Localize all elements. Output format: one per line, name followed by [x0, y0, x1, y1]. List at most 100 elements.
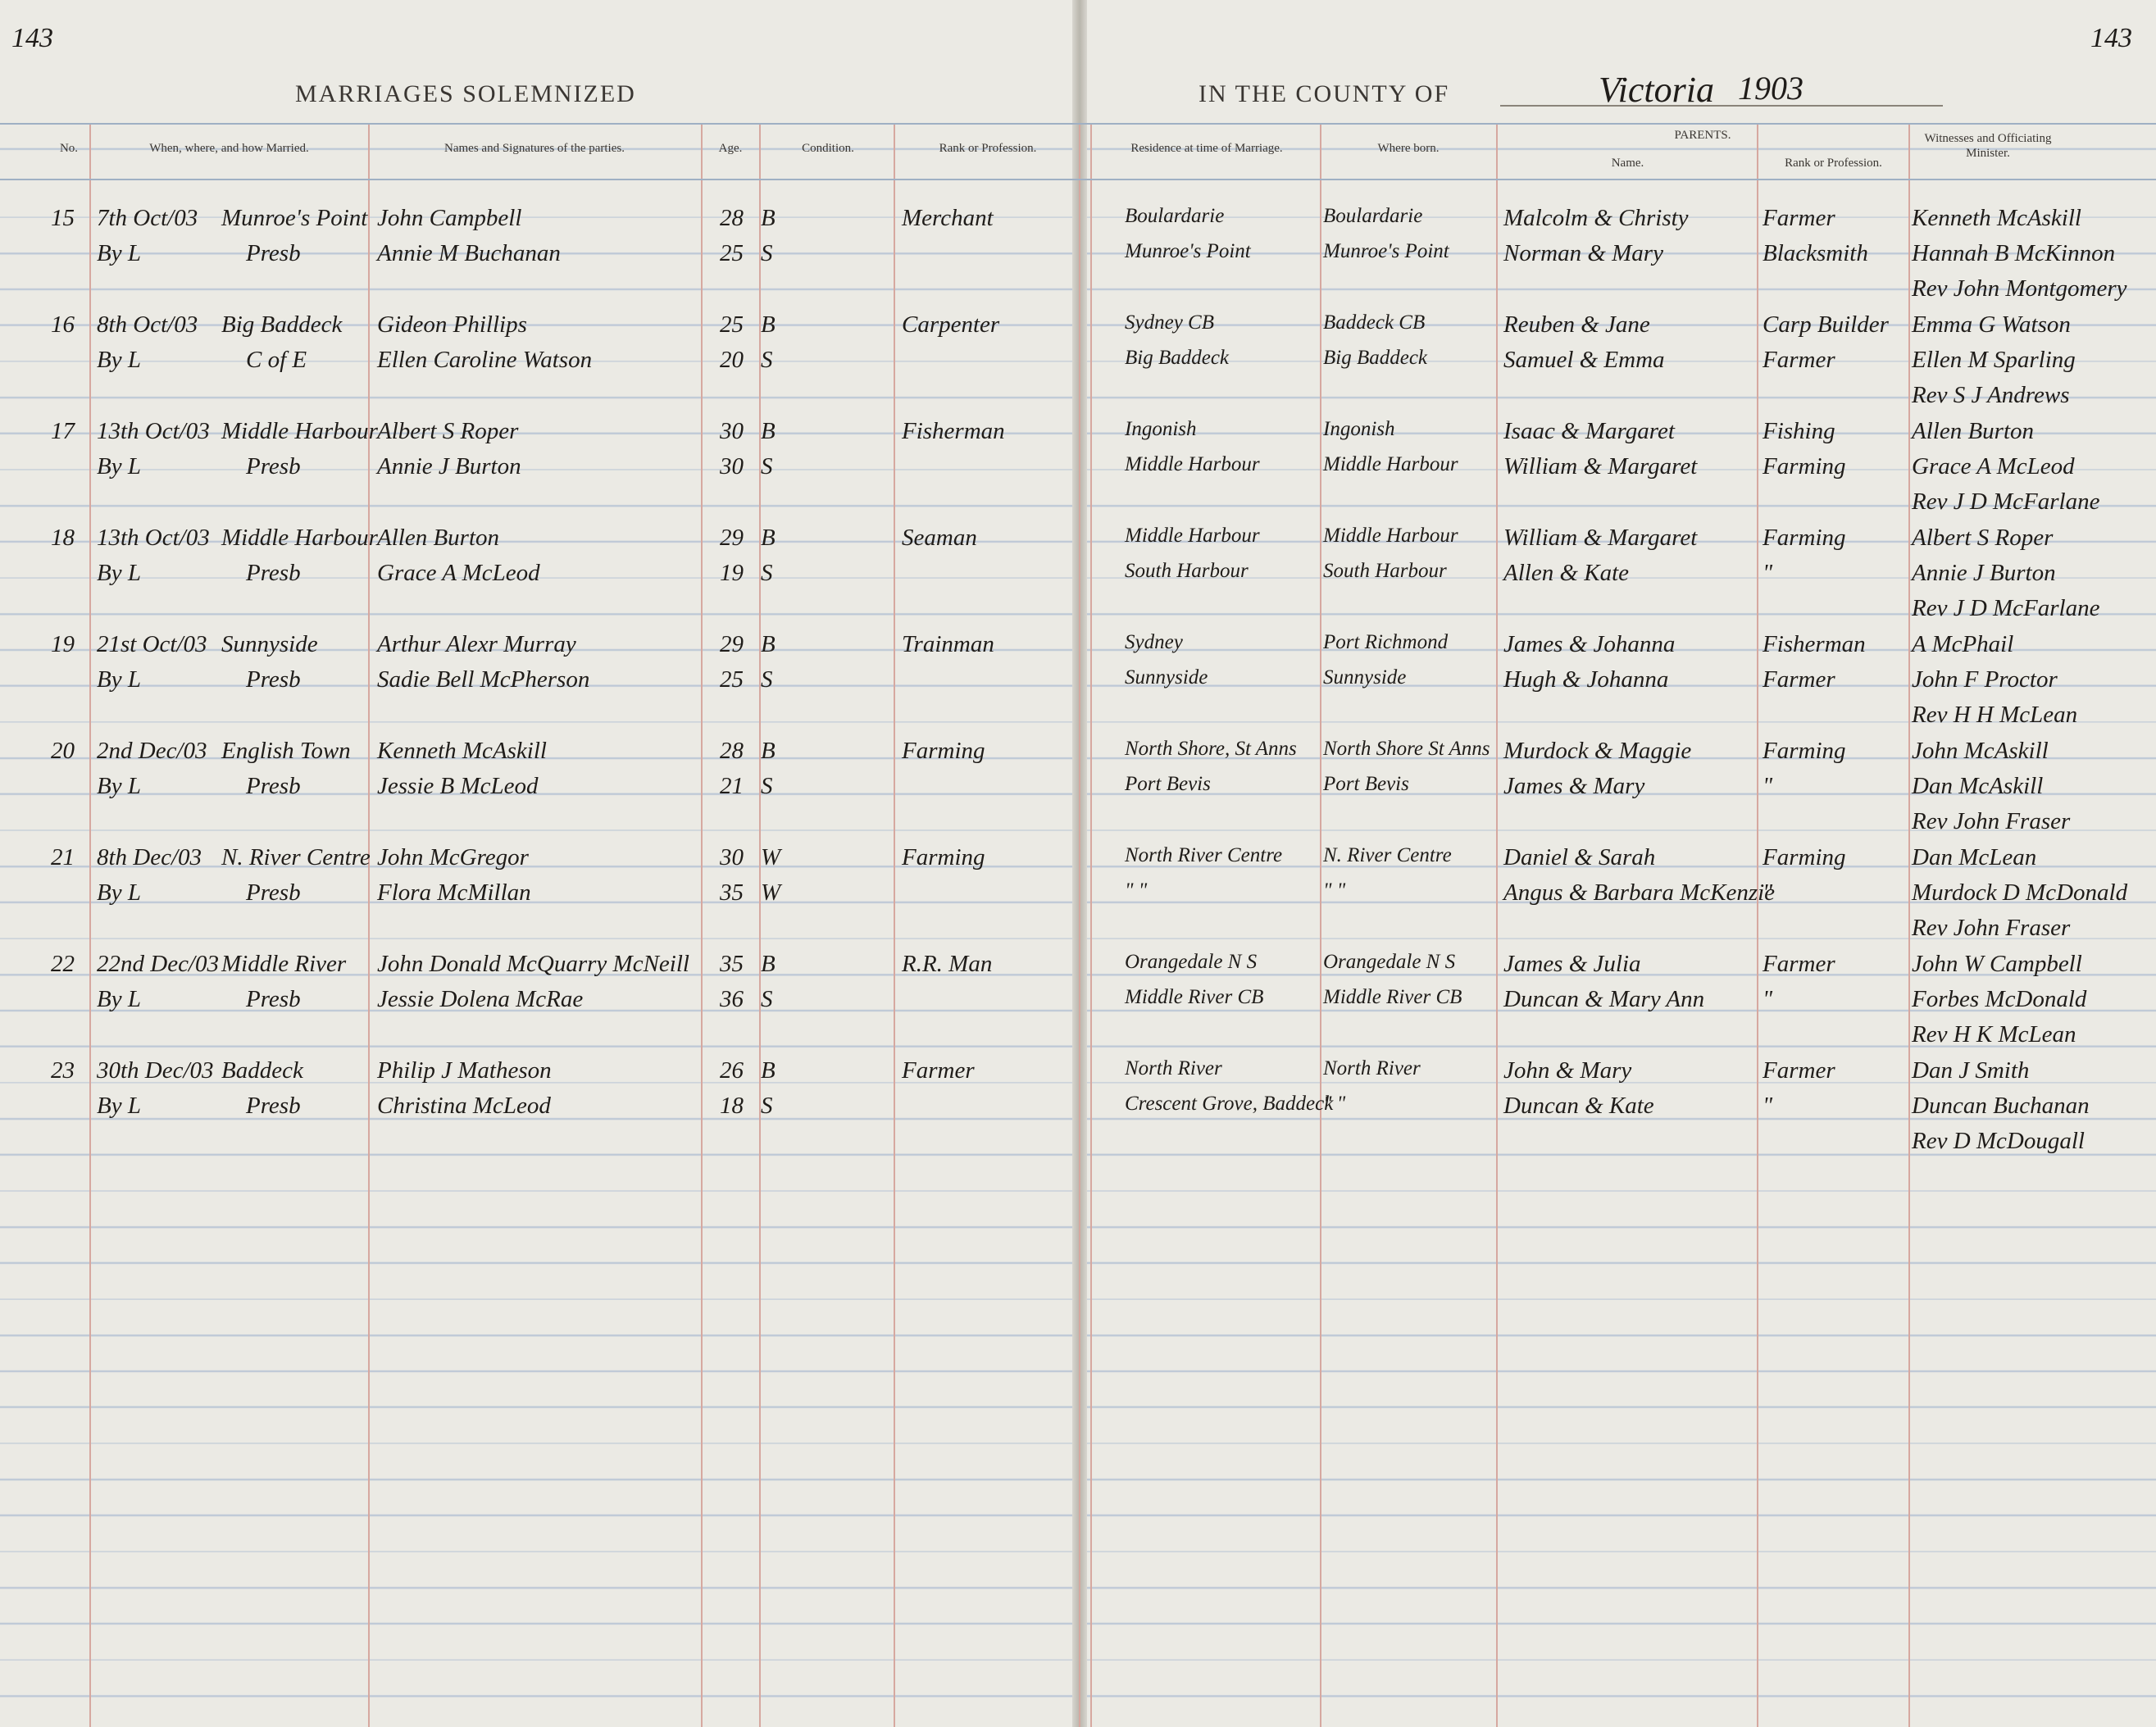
officiating-minister: Rev J D McFarlane — [1912, 595, 2100, 621]
entry-number: 20 — [51, 738, 75, 764]
groom-name: John Campbell — [377, 205, 522, 231]
county-name: Victoria — [1599, 70, 1714, 110]
register-title: MARRIAGES SOLEMNIZED — [295, 80, 636, 107]
marriage-place: Munroe's Point — [221, 205, 368, 231]
groom-parents-rank: Fishing — [1763, 418, 1835, 444]
groom-residence: Ingonish — [1125, 418, 1197, 440]
marriage-license: By L — [97, 240, 141, 266]
bride-residence: Big Baddeck — [1125, 347, 1230, 369]
bride-residence: Crescent Grove, Baddeck — [1125, 1093, 1334, 1115]
marriage-date: 21st Oct/03 — [97, 631, 207, 657]
bride-born: Middle Harbour — [1323, 453, 1458, 475]
column-header: Where born. — [1377, 142, 1440, 155]
groom-witness: Dan J Smith — [1912, 1057, 2030, 1084]
marriage-place: English Town — [221, 738, 351, 764]
groom-name: Philip J Matheson — [377, 1057, 552, 1084]
bride-residence: Sunnyside — [1125, 666, 1208, 689]
bride-name: Ellen Caroline Watson — [377, 347, 593, 373]
bride-residence: Munroe's Point — [1125, 240, 1251, 262]
groom-born: Boulardarie — [1323, 205, 1423, 227]
bride-name: Annie J Burton — [377, 453, 521, 479]
groom-name: Gideon Phillips — [377, 311, 527, 338]
marriage-license: By L — [97, 879, 141, 906]
marriage-place: Middle Harbour — [221, 525, 378, 551]
groom-witness: Kenneth McAskill — [1912, 205, 2081, 231]
groom-age: 30 — [720, 844, 744, 870]
column-rule — [1320, 123, 1321, 1727]
groom-name: Albert S Roper — [377, 418, 519, 444]
register-year: 1903 — [1738, 70, 1803, 107]
bride-born: Big Baddeck — [1323, 347, 1428, 369]
groom-parents: Reuben & Jane — [1503, 311, 1650, 338]
groom-parents-rank: Farming — [1763, 738, 1846, 764]
marriage-license: By L — [97, 773, 141, 799]
bride-witness: Annie J Burton — [1912, 560, 2056, 586]
groom-age: 29 — [720, 525, 744, 551]
bride-born: " " — [1323, 879, 1346, 902]
bride-residence: " " — [1125, 879, 1148, 902]
groom-residence: North Shore, St Anns — [1125, 738, 1297, 760]
groom-born: Baddeck CB — [1323, 311, 1426, 334]
marriage-date: 7th Oct/03 — [97, 205, 198, 231]
marriage-place: Middle Harbour — [221, 418, 378, 444]
bride-residence: Middle River CB — [1125, 986, 1264, 1008]
groom-parents: William & Margaret — [1503, 525, 1698, 551]
denomination: Presb — [246, 240, 301, 266]
marriage-license: By L — [97, 666, 141, 693]
groom-residence: Sydney CB — [1125, 311, 1214, 334]
groom-condition: B — [761, 738, 776, 764]
bride-name: Jessie Dolena McRae — [377, 986, 584, 1012]
register-title: IN THE COUNTY OF — [1199, 80, 1450, 107]
column-rule — [1090, 123, 1092, 1727]
column-rule — [1757, 123, 1758, 1727]
entry-number: 17 — [51, 418, 75, 444]
officiating-minister: Rev S J Andrews — [1912, 382, 2070, 408]
groom-parents: Murdock & Maggie — [1503, 738, 1692, 764]
marriage-place: Baddeck — [221, 1057, 303, 1084]
bride-parents-rank: " — [1763, 986, 1773, 1012]
officiating-minister: Rev H H McLean — [1912, 702, 2078, 728]
groom-parents-rank: Farming — [1763, 844, 1846, 870]
bride-name: Jessie B McLeod — [377, 773, 539, 799]
column-rule — [1496, 123, 1498, 1727]
marriage-place: Big Baddeck — [221, 311, 343, 338]
bride-age: 30 — [720, 453, 744, 479]
groom-condition: W — [761, 844, 781, 870]
bride-name: Flora McMillan — [377, 879, 531, 906]
column-header: Name. — [1611, 157, 1644, 170]
groom-born: Ingonish — [1323, 418, 1395, 440]
column-rule — [1908, 123, 1910, 1727]
groom-born: Port Richmond — [1323, 631, 1449, 653]
marriage-date: 8th Oct/03 — [97, 311, 198, 338]
bride-condition: S — [761, 240, 773, 266]
denomination: Presb — [246, 560, 301, 586]
bride-parents: Allen & Kate — [1503, 560, 1630, 586]
marriage-date: 8th Dec/03 — [97, 844, 202, 870]
groom-age: 30 — [720, 418, 744, 444]
bride-age: 21 — [720, 773, 744, 799]
groom-parents-rank: Farming — [1763, 525, 1846, 551]
entry-number: 21 — [51, 844, 75, 870]
bride-age: 25 — [720, 240, 744, 266]
groom-profession: Farming — [902, 738, 985, 764]
marriage-license: By L — [97, 453, 141, 479]
bride-parents-rank: Farmer — [1763, 347, 1835, 373]
groom-profession: Farmer — [902, 1057, 975, 1084]
groom-name: Arthur Alexr Murray — [377, 631, 576, 657]
bride-condition: S — [761, 1093, 773, 1119]
bride-parents: Angus & Barbara McKenzie — [1503, 879, 1776, 906]
bride-witness: Hannah B McKinnon — [1912, 240, 2116, 266]
groom-profession: R.R. Man — [902, 951, 993, 977]
column-header: Residence at time of Marriage. — [1130, 142, 1283, 155]
denomination: Presb — [246, 1093, 301, 1119]
column-rule — [701, 123, 703, 1727]
groom-witness: Albert S Roper — [1912, 525, 2054, 551]
groom-born: Middle Harbour — [1323, 525, 1458, 547]
groom-age: 28 — [720, 205, 744, 231]
officiating-minister: Rev J D McFarlane — [1912, 489, 2100, 515]
groom-residence: Orangedale N S — [1125, 951, 1258, 973]
column-header: When, where, and how Married. — [149, 142, 309, 155]
bride-age: 20 — [720, 347, 744, 373]
entry-number: 23 — [51, 1057, 75, 1084]
